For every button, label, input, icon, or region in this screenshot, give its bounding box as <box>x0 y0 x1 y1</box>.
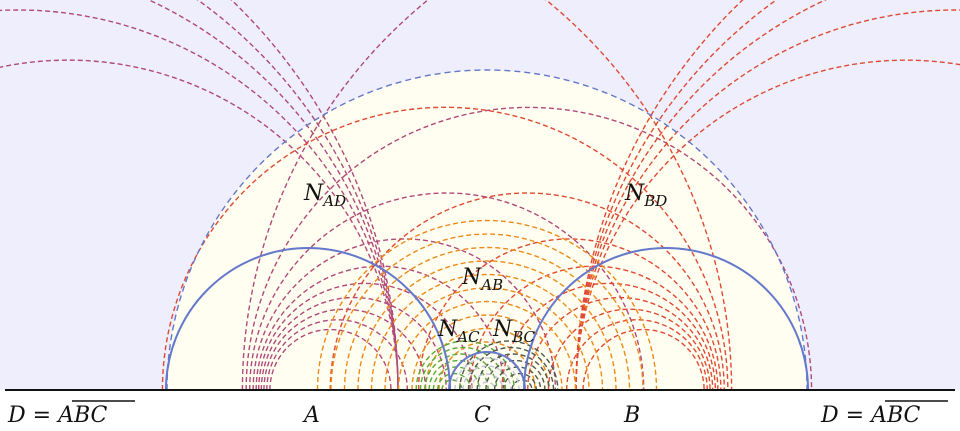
curve-bd-13 <box>417 238 722 390</box>
curve-ac-45 <box>419 346 507 390</box>
curve-mid-56 <box>462 365 512 390</box>
curve-ad-7 <box>263 308 427 390</box>
curve-ad-outer-22 <box>147 0 399 390</box>
curve-bd-outer-25 <box>575 59 960 390</box>
curve-mid-57 <box>454 357 520 390</box>
curve-bc-50 <box>485 359 546 390</box>
region-label-nac: NAC <box>437 317 480 346</box>
curve-ac-44 <box>424 353 498 390</box>
curve-ad-outer-24 <box>230 0 399 390</box>
region-label-nbc: NBC <box>492 317 536 346</box>
curve-ad-2 <box>249 192 645 390</box>
curve-ac-41 <box>437 372 472 390</box>
curve-ab-31 <box>424 327 550 390</box>
curve-bd-12 <box>329 192 725 390</box>
curve-ad-outer-23 <box>196 0 399 390</box>
curve-bd-18 <box>566 319 708 390</box>
point-label-a: A <box>302 403 320 428</box>
curve-ab-30 <box>438 341 536 390</box>
curve-ad-outer-21 <box>0 9 399 390</box>
semicircle-b-solid <box>523 247 809 391</box>
curve-bc-47 <box>511 379 533 390</box>
curve-ab-36 <box>357 260 617 390</box>
curve-bd-19 <box>582 328 705 390</box>
semicircle-a-solid <box>165 247 451 391</box>
curve-bc-51 <box>476 353 550 390</box>
curve-ab-38 <box>330 233 644 390</box>
curve-ab-35 <box>370 273 604 390</box>
curve-bd-outer-26 <box>575 9 960 390</box>
curve-ad-outer-20 <box>0 59 399 390</box>
large-disk-fill <box>167 70 807 390</box>
curve-ab-33 <box>397 300 577 390</box>
semicircle-c-solid <box>448 351 526 391</box>
point-label-d-right: D = ABC <box>820 403 921 428</box>
curve-ab-32 <box>411 314 563 390</box>
curve-ad-9 <box>269 328 392 390</box>
curve-ad-1 <box>245 107 813 390</box>
curve-ad-8 <box>266 319 408 390</box>
curve-mid-55 <box>470 373 504 390</box>
region-label-nab: NAB <box>461 265 503 294</box>
curve-mid-54 <box>478 381 496 390</box>
region-label-nbd: NBD <box>624 181 667 210</box>
point-label-d-left: D = ABC <box>7 403 108 428</box>
curve-bd-16 <box>527 296 714 390</box>
curve-ad-0 <box>241 0 430 390</box>
curve-bd-11 <box>161 107 729 390</box>
curve-ac-40 <box>441 379 463 390</box>
curve-ad-3 <box>252 238 557 390</box>
curve-ad-5 <box>257 282 473 390</box>
curve-bc-53 <box>459 340 559 390</box>
curve-ab-39 <box>316 219 658 390</box>
region-label-nad: NAD <box>303 181 346 210</box>
curve-bd-17 <box>547 308 711 390</box>
curve-bc-52 <box>467 346 555 390</box>
curve-bd-10 <box>544 0 733 390</box>
large-semicircle-dashed <box>166 69 808 391</box>
point-label-c: C <box>474 403 491 428</box>
point-label-b: B <box>623 403 640 428</box>
curve-ab-37 <box>343 246 631 390</box>
curve-ac-43 <box>428 359 489 390</box>
curve-bc-48 <box>502 372 537 390</box>
